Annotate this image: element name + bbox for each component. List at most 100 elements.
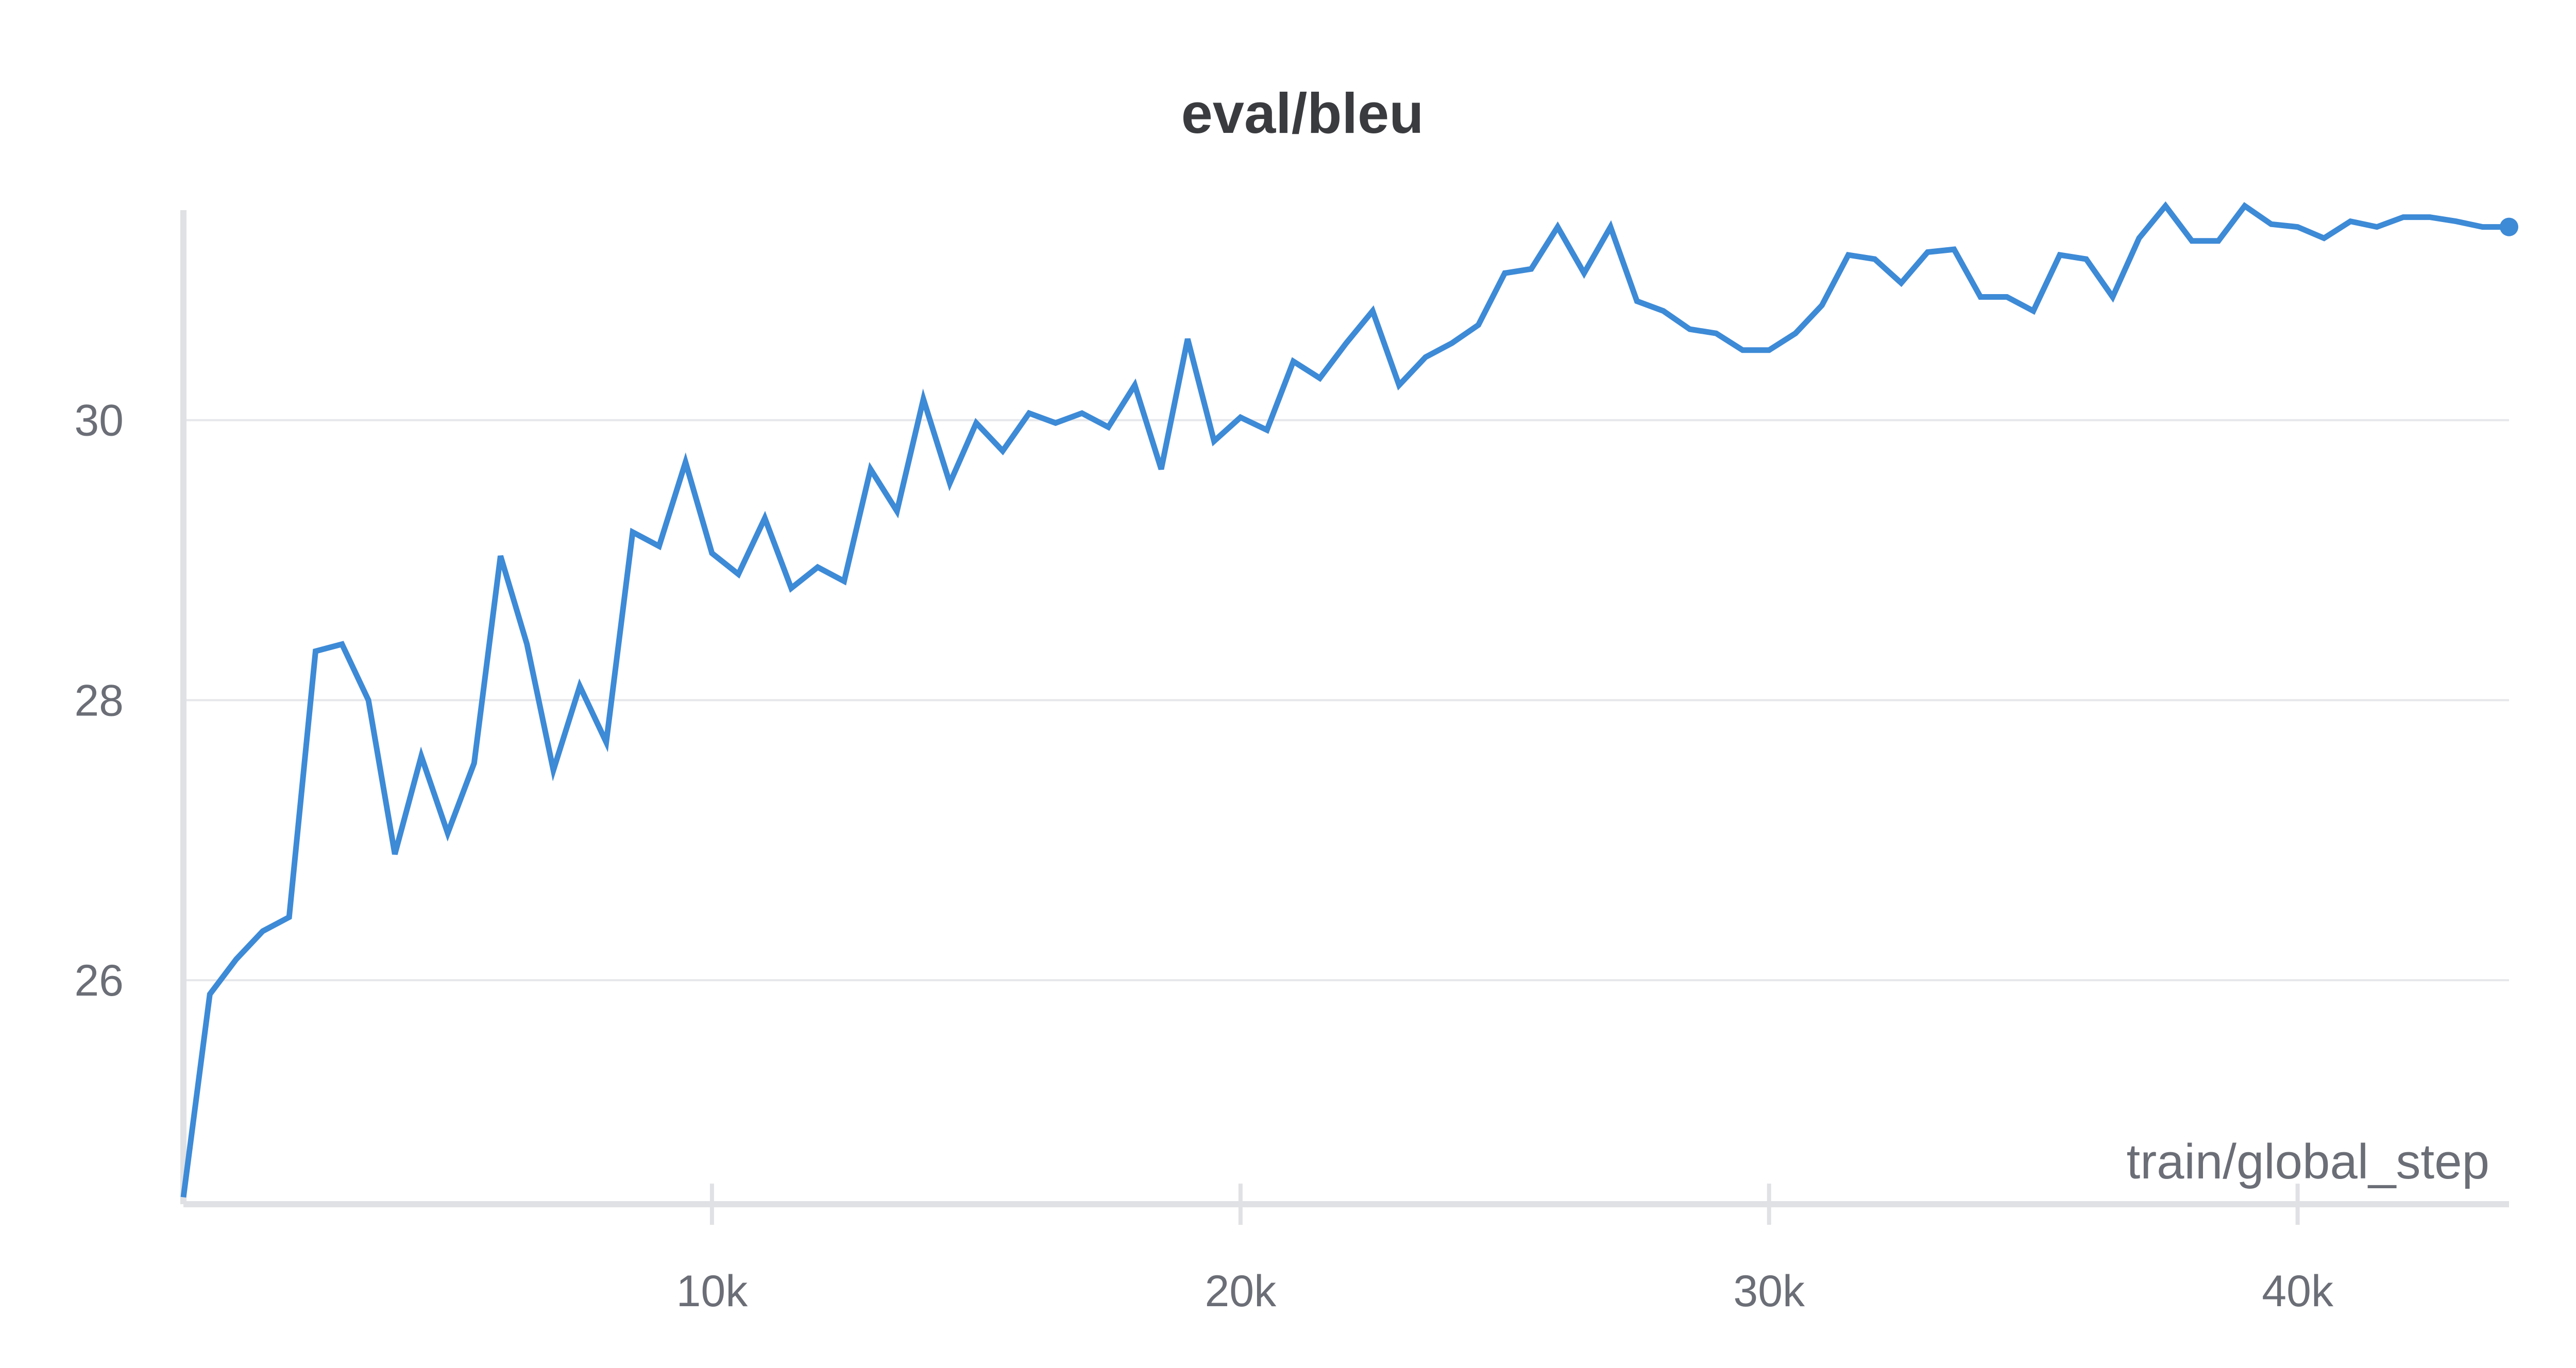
data-point — [208, 993, 211, 996]
data-point — [2084, 258, 2088, 261]
data-point — [1794, 332, 1797, 335]
data-point — [1371, 310, 1374, 313]
last-point-marker — [2500, 217, 2518, 236]
data-point — [2217, 240, 2220, 243]
x-tick-label: 40k — [2262, 1267, 2334, 1316]
data-point — [948, 482, 952, 485]
data-point — [922, 398, 925, 401]
data-point — [1688, 328, 1691, 331]
data-point — [1345, 341, 1348, 345]
data-point — [1609, 226, 1612, 229]
data-point — [1133, 384, 1137, 387]
data-point — [2111, 296, 2114, 299]
data-point — [1926, 251, 1929, 254]
data-point — [2243, 204, 2246, 208]
data-point — [2138, 236, 2141, 240]
data-point — [314, 649, 317, 653]
data-point — [446, 832, 449, 835]
data-point — [1556, 226, 1559, 229]
data-point — [1398, 384, 1401, 387]
data-point — [2323, 236, 2326, 240]
data-point — [1900, 281, 1903, 284]
data-point — [605, 741, 608, 744]
data-point — [1160, 468, 1163, 471]
data-point — [2454, 220, 2458, 223]
data-point — [2032, 310, 2035, 313]
data-point — [341, 643, 344, 646]
data-point — [1847, 253, 1850, 256]
data-point — [657, 544, 660, 548]
data-point — [1873, 258, 1876, 261]
data-point — [1715, 332, 1718, 335]
data-point — [1741, 349, 1744, 352]
data-point — [182, 1195, 185, 1199]
data-point — [499, 554, 502, 557]
data-point — [526, 643, 529, 646]
data-point — [1054, 421, 1057, 424]
data-point — [1662, 310, 1665, 313]
data-point — [2481, 226, 2484, 229]
y-tick-label: 28 — [74, 676, 124, 725]
data-point — [261, 930, 264, 933]
data-point — [287, 916, 291, 919]
data-point — [1503, 271, 1506, 275]
x-tick-label: 10k — [676, 1267, 749, 1316]
data-point — [1080, 412, 1083, 415]
data-point — [684, 460, 687, 464]
data-point — [578, 685, 581, 688]
axes — [180, 210, 2509, 1225]
data-point — [1820, 304, 1823, 307]
series-layer — [180, 201, 2518, 1199]
data-point — [1477, 323, 1480, 327]
data-point — [2428, 216, 2431, 219]
data-point — [2376, 226, 2379, 229]
data-point — [2402, 216, 2405, 219]
data-point — [1979, 296, 1982, 299]
data-point — [1953, 248, 1956, 251]
data-point — [2296, 226, 2299, 229]
data-point — [420, 755, 423, 758]
data-point — [1424, 355, 1427, 358]
y-tick-label: 30 — [74, 396, 124, 446]
data-point — [1635, 300, 1638, 303]
chart-title: eval/bleu — [1181, 82, 1424, 145]
gridlines — [183, 419, 2509, 982]
data-point — [1450, 341, 1453, 345]
data-point — [764, 517, 767, 520]
data-point — [1001, 450, 1004, 453]
data-point — [552, 768, 555, 772]
data-point — [2058, 253, 2061, 256]
data-point — [1239, 416, 1242, 419]
data-point — [1292, 360, 1295, 363]
data-point — [2164, 204, 2167, 208]
data-point — [842, 579, 845, 583]
data-point — [472, 762, 476, 765]
data-point — [869, 468, 872, 471]
data-point — [895, 509, 899, 512]
data-point — [1530, 267, 1533, 270]
x-tick-label: 30k — [1733, 1267, 1805, 1316]
data-point — [975, 421, 978, 424]
data-point — [1027, 412, 1030, 415]
data-point — [235, 957, 238, 961]
data-point — [790, 587, 793, 590]
data-point — [1107, 425, 1110, 429]
data-point — [1318, 377, 1321, 380]
data-point — [710, 552, 714, 555]
data-point — [1768, 349, 1771, 352]
data-point — [393, 852, 396, 856]
data-point — [737, 573, 740, 576]
tick-labels: 26 28 30 10k 20k 30k 40k — [74, 396, 2334, 1316]
x-tick-label: 20k — [1205, 1267, 1277, 1316]
data-point — [2269, 223, 2273, 226]
data-point — [2190, 240, 2193, 243]
data-point — [367, 698, 370, 702]
data-point — [816, 566, 819, 569]
data-point — [1265, 429, 1268, 432]
y-tick-label: 26 — [74, 956, 124, 1005]
data-point — [631, 531, 634, 534]
data-point — [2005, 296, 2008, 299]
data-point — [2349, 220, 2352, 223]
